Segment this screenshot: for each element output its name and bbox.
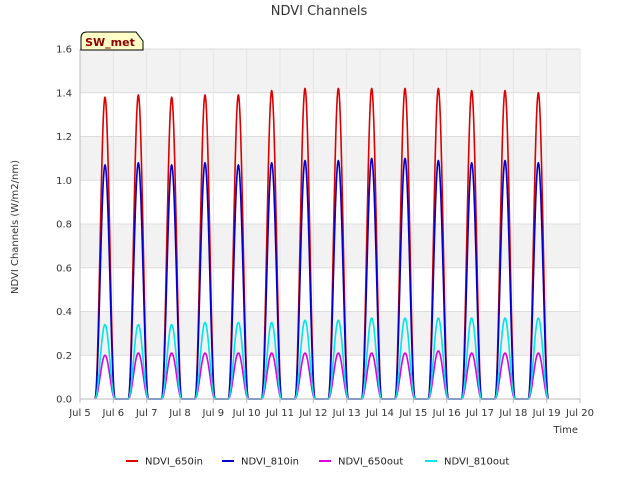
legend-item-ndvi-810out: NDVI_810out xyxy=(425,457,509,468)
legend-label: NDVI_810out xyxy=(444,457,509,468)
grid-band xyxy=(80,136,580,181)
y-tick-label: 1.2 xyxy=(56,132,72,143)
grid-band xyxy=(80,224,580,268)
x-tick-label: Jul 5 xyxy=(68,408,91,419)
axes xyxy=(79,49,580,400)
x-tick-label: Jul 18 xyxy=(498,408,527,419)
legend-item-ndvi-810in: NDVI_810in xyxy=(222,457,299,468)
legend-label: NDVI_650out xyxy=(338,457,403,468)
x-tick-label: Jul 13 xyxy=(332,408,361,419)
x-tick-label: Jul 14 xyxy=(365,408,394,419)
legend: NDVI_650in NDVI_810in NDVI_650out NDVI_810o… xyxy=(126,457,509,468)
badge-text: SW_met xyxy=(85,36,135,49)
legend-label: NDVI_810in xyxy=(241,457,299,468)
badge-tag-shape xyxy=(80,31,144,51)
legend-item-ndvi-650in: NDVI_650in xyxy=(126,457,203,468)
y-tick-label: 1.6 xyxy=(56,45,72,56)
y-tick-label: 0.4 xyxy=(56,307,72,318)
x-tick-label: Jul 11 xyxy=(265,408,294,419)
x-tick-label: Jul 20 xyxy=(565,408,594,419)
x-axis-title: Time xyxy=(553,425,578,436)
legend-label: NDVI_650in xyxy=(145,457,203,468)
x-tick-label: Jul 10 xyxy=(232,408,261,419)
x-tick-label: Jul 16 xyxy=(432,408,461,419)
legend-item-ndvi-650out: NDVI_650out xyxy=(319,457,403,468)
y-tick-labels: 0.0 0.2 0.4 0.6 0.8 1.0 1.2 1.4 1.6 xyxy=(56,45,72,406)
y-tick-label: 0.6 xyxy=(56,263,72,274)
sw-met-badge: SW_met xyxy=(80,31,144,51)
chart-title: NDVI Channels xyxy=(271,4,368,19)
y-tick-label: 0.8 xyxy=(56,220,72,231)
grid-band xyxy=(80,311,580,356)
y-tick-label: 1.4 xyxy=(56,88,72,99)
y-tick-label: 0.0 xyxy=(56,395,72,406)
x-tick-label: Jul 6 xyxy=(102,408,125,419)
x-tick-label: Jul 8 xyxy=(168,408,191,419)
x-tick-label: Jul 15 xyxy=(398,408,427,419)
x-tick-label: Jul 9 xyxy=(202,408,225,419)
x-tick-label: Jul 7 xyxy=(135,408,158,419)
y-axis-title: NDVI Channels (W/m2/nm) xyxy=(10,160,21,294)
x-tick-labels: Jul 5 Jul 6 Jul 7 Jul 8 Jul 9 Jul 10 Jul 11 Jul… xyxy=(68,399,594,419)
y-tick-label: 1.0 xyxy=(56,176,72,187)
y-tick-label: 0.2 xyxy=(56,351,72,362)
grid-band xyxy=(80,49,580,93)
x-tick-label: Jul 17 xyxy=(465,408,494,419)
x-tick-label: Jul 12 xyxy=(298,408,327,419)
x-tick-label: Jul 19 xyxy=(532,408,561,419)
